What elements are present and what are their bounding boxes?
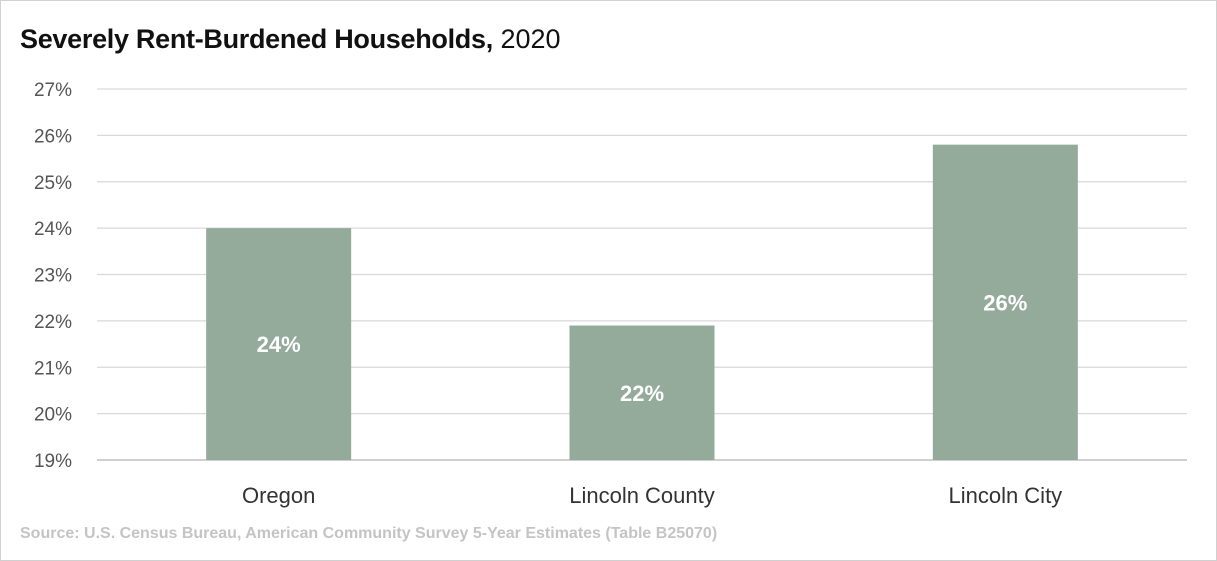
y-tick-label: 19% bbox=[34, 451, 72, 472]
chart-title-year: 2020 bbox=[500, 24, 561, 54]
bar-data-label: 26% bbox=[983, 290, 1027, 315]
y-tick-label: 22% bbox=[34, 312, 72, 333]
y-tick-label: 24% bbox=[34, 219, 72, 240]
data-labels: 24% 22% 26% bbox=[257, 290, 1028, 405]
chart-title-main: Severely Rent-Burdened Households, bbox=[20, 24, 493, 54]
bars bbox=[206, 144, 1078, 460]
y-tick-label: 26% bbox=[34, 126, 72, 147]
x-category-label: Lincoln City bbox=[948, 483, 1062, 508]
y-tick-label: 25% bbox=[34, 173, 72, 194]
y-axis-ticks: 19% 20% 21% 22% 23% 24% 25% 26% 27% bbox=[34, 80, 72, 472]
bar-data-label: 22% bbox=[620, 381, 664, 406]
y-tick-label: 27% bbox=[34, 80, 72, 101]
y-tick-label: 23% bbox=[34, 266, 72, 287]
bar bbox=[206, 228, 352, 460]
x-category-label: Lincoln County bbox=[569, 483, 715, 508]
bar bbox=[569, 325, 715, 460]
y-tick-label: 21% bbox=[34, 358, 72, 379]
source-note: Source: U.S. Census Bureau, American Com… bbox=[20, 525, 718, 542]
bar bbox=[932, 144, 1078, 460]
y-tick-label: 20% bbox=[34, 405, 72, 426]
x-category-label: Oregon bbox=[242, 483, 315, 508]
bar-data-label: 24% bbox=[257, 332, 301, 357]
x-axis-categories: Oregon Lincoln County Lincoln City bbox=[242, 483, 1062, 508]
chart-title: Severely Rent-Burdened Households, 2020 bbox=[20, 24, 561, 55]
